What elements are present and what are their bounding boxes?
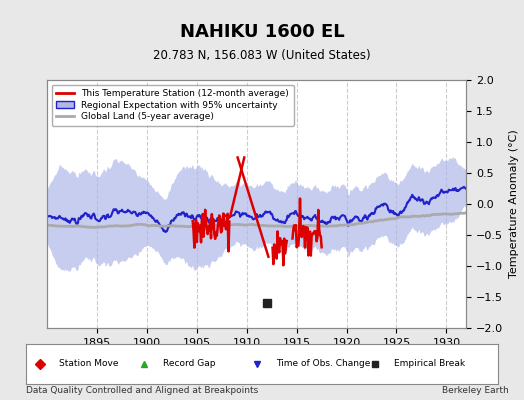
Text: Station Move: Station Move <box>59 360 119 368</box>
Text: Empirical Break: Empirical Break <box>394 360 465 368</box>
Text: 20.783 N, 156.083 W (United States): 20.783 N, 156.083 W (United States) <box>153 50 371 62</box>
Text: Data Quality Controlled and Aligned at Breakpoints: Data Quality Controlled and Aligned at B… <box>26 386 258 395</box>
Legend: This Temperature Station (12-month average), Regional Expectation with 95% uncer: This Temperature Station (12-month avera… <box>52 84 294 126</box>
Text: Record Gap: Record Gap <box>163 360 215 368</box>
Text: Time of Obs. Change: Time of Obs. Change <box>276 360 370 368</box>
Y-axis label: Temperature Anomaly (°C): Temperature Anomaly (°C) <box>509 130 519 278</box>
Text: NAHIKU 1600 EL: NAHIKU 1600 EL <box>180 23 344 41</box>
Text: Berkeley Earth: Berkeley Earth <box>442 386 508 395</box>
